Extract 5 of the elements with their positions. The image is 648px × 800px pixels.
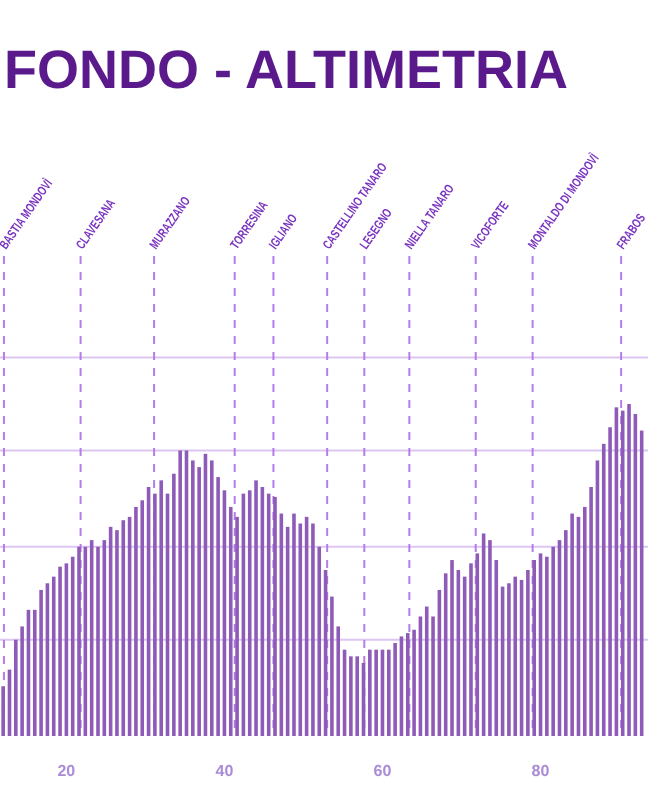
x-tick-label: 40 xyxy=(215,762,235,780)
chart-title: FONDO - ALTIMETRIA xyxy=(4,40,568,100)
x-tick-label: 80 xyxy=(531,762,551,780)
x-tick-label: 60 xyxy=(373,762,393,780)
x-tick-label: 20 xyxy=(57,762,77,780)
